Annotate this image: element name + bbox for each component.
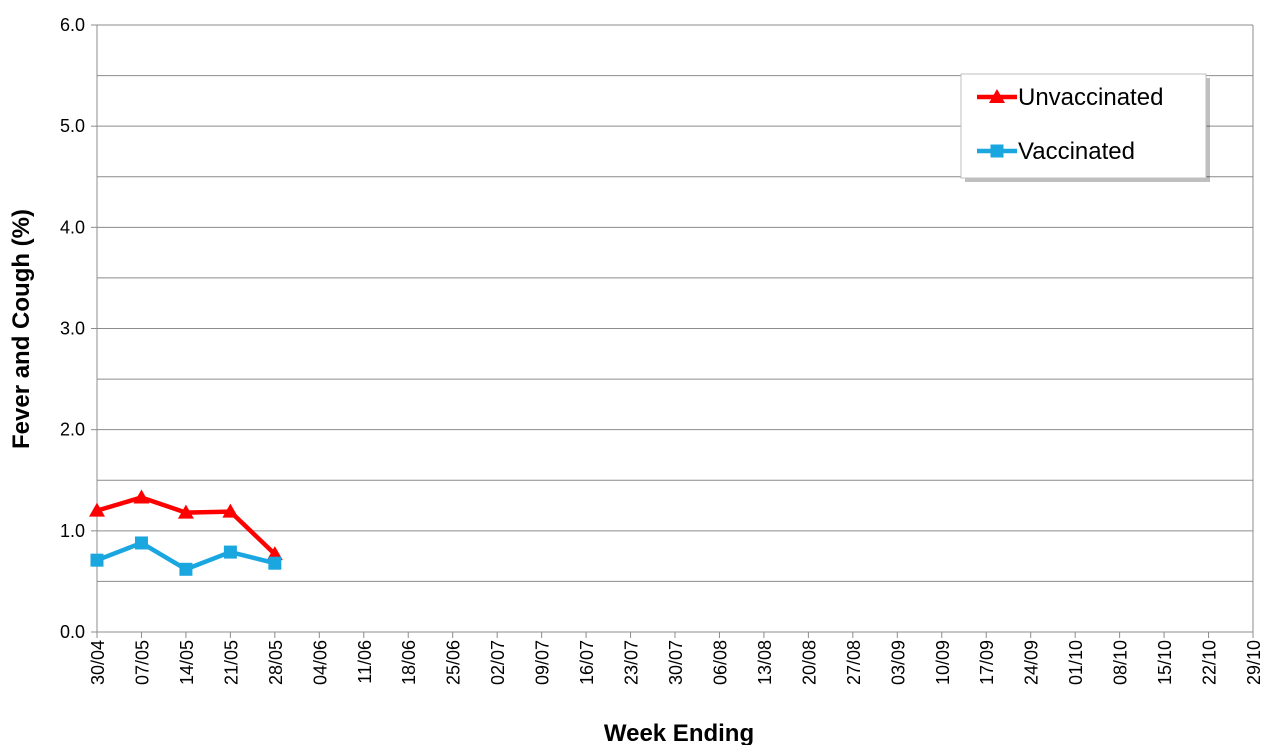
axes [91,24,1254,638]
x-tick-label: 30/07 [666,640,686,685]
x-tick-label: 28/05 [266,640,286,685]
y-tick-label: 6.0 [60,15,85,35]
y-tick-labels: 0.0 1.0 2.0 3.0 4.0 5.0 6.0 [60,15,85,642]
x-tick-label: 18/06 [399,640,419,685]
y-tick-label: 2.0 [60,420,85,440]
x-tick-label: 04/06 [310,640,330,685]
x-tick-label: 03/09 [888,640,908,685]
data-point-vaccinated [268,556,282,570]
y-tick-label: 5.0 [60,116,85,136]
data-point-vaccinated [223,545,237,559]
series-vaccinated [90,536,282,576]
data-point-unvaccinated [177,504,194,519]
x-tick-label: 23/07 [622,640,642,685]
x-tick-label: 02/07 [488,640,508,685]
legend-label-unvaccinated: Unvaccinated [1018,84,1163,111]
x-tick-label: 07/05 [132,640,152,685]
data-point-unvaccinated [266,546,283,561]
x-tick-label: 10/09 [933,640,953,685]
legend-label-vaccinated: Vaccinated [1018,138,1135,165]
x-tick-label: 09/07 [533,640,553,685]
x-tick-label: 16/07 [577,640,597,685]
y-tick-label: 0.0 [60,622,85,642]
x-tick-label: 27/08 [844,640,864,685]
x-tick-label: 01/10 [1066,640,1086,685]
y-tick-label: 4.0 [60,217,85,237]
x-tick-label: 21/05 [221,640,241,685]
x-tick-label: 14/05 [177,640,197,685]
x-axis-title: Week Ending [604,720,754,745]
x-tick-label: 17/09 [977,640,997,685]
data-point-vaccinated [90,553,104,567]
y-tick-label: 1.0 [60,521,85,541]
y-tick-label: 3.0 [60,319,85,339]
y-axis-title: Fever and Cough (%) [8,209,35,449]
x-tick-label: 15/10 [1155,640,1175,685]
data-point-unvaccinated [133,489,150,504]
legend-items: Unvaccinated Vaccinated [977,84,1163,165]
x-tick-label: 13/08 [755,640,775,685]
data-point-vaccinated [134,536,148,550]
x-tick-label: 29/10 [1244,640,1264,685]
x-tick-label: 25/06 [444,640,464,685]
x-tick-labels: 30/04 07/05 14/05 21/05 28/05 04/06 11/06 18/06… [88,640,1264,685]
x-tick-label: 30/04 [88,640,108,685]
x-tick-label: 24/09 [1022,640,1042,685]
x-tick-label: 20/08 [799,640,819,685]
x-tick-label: 08/10 [1111,640,1131,685]
data-point-unvaccinated [222,503,239,518]
legend-box [960,73,1207,179]
data-point-unvaccinated [89,502,105,517]
x-tick-label: 11/06 [355,640,375,684]
x-tick-label: 22/10 [1200,640,1220,685]
legend-marker-vaccinated [990,144,1004,158]
legend-marker-unvaccinated [989,89,1005,103]
data-point-vaccinated [179,562,193,576]
series-unvaccinated [89,489,283,561]
data-series [89,489,283,576]
legend: Unvaccinated Vaccinated [960,73,1210,182]
x-tick-label: 06/08 [710,640,730,685]
